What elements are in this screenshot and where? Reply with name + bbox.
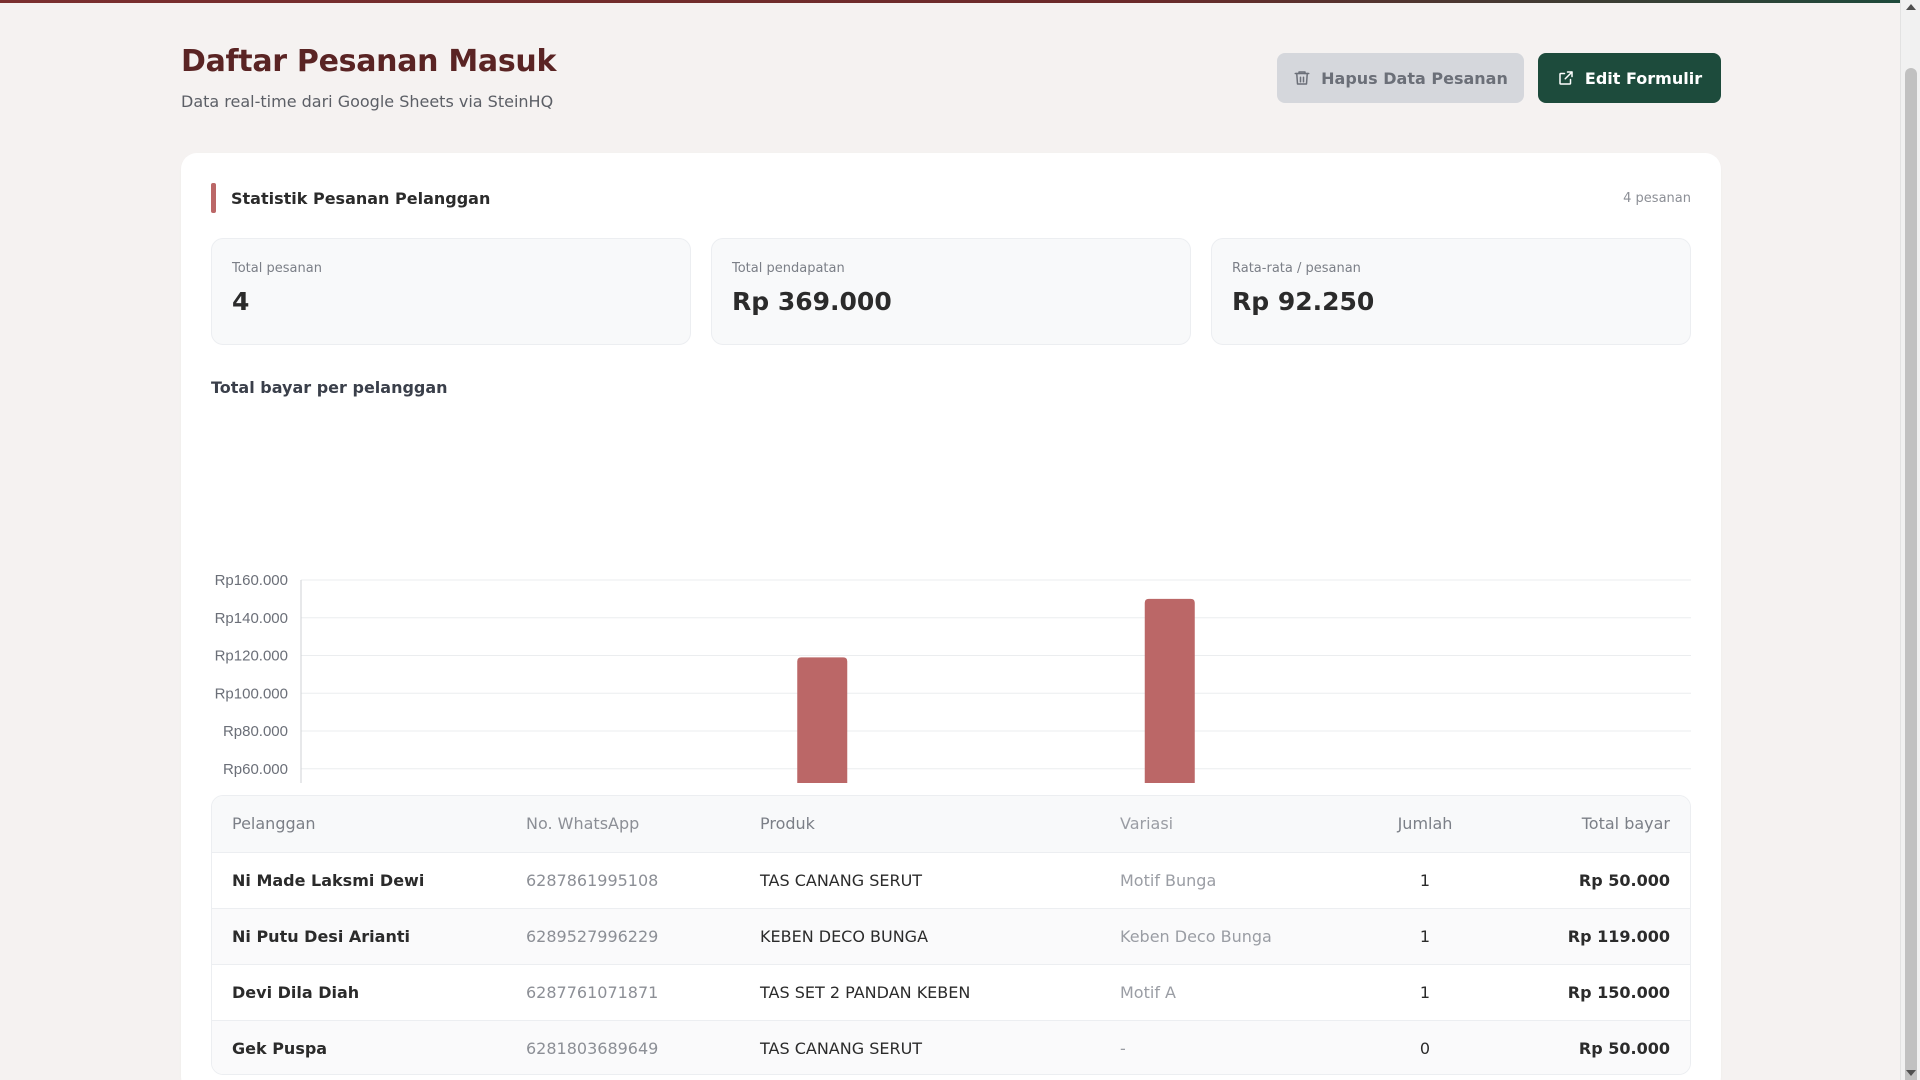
column-header-total[interactable]: Total bayar — [1500, 796, 1690, 853]
stat-total-revenue: Total pendapatan Rp 369.000 — [711, 238, 1191, 345]
cell-variant: Motif Bunga — [1100, 852, 1350, 909]
y-tick-label: Rp100.000 — [215, 685, 288, 702]
cell-quantity: 1 — [1350, 852, 1500, 909]
edit-form-button[interactable]: Edit Formulir — [1538, 53, 1721, 103]
top-accent-strip — [0, 0, 1900, 3]
column-header-customer[interactable]: Pelanggan — [212, 796, 506, 853]
scroll-up-arrow-icon[interactable] — [1906, 4, 1916, 10]
trash-icon — [1293, 69, 1311, 87]
orders-table: Pelanggan No. WhatsApp Produk Variasi Ju… — [211, 795, 1691, 1075]
y-tick-label: Rp80.000 — [223, 723, 288, 740]
order-count: 4 pesanan — [1623, 191, 1691, 206]
section-header: Statistik Pesanan Pelanggan 4 pesanan — [211, 183, 1691, 213]
cell-variant: Motif A — [1100, 964, 1350, 1021]
stat-average-order: Rata-rata / pesanan Rp 92.250 — [1211, 238, 1691, 345]
chart-title: Total bayar per pelanggan — [211, 378, 448, 397]
stat-label: Rata-rata / pesanan — [1232, 261, 1361, 276]
table-header-row: Pelanggan No. WhatsApp Produk Variasi Ju… — [212, 796, 1690, 853]
cell-quantity: 0 — [1419, 1038, 1431, 1058]
delete-orders-button[interactable]: Hapus Data Pesanan — [1277, 53, 1524, 103]
cell-product: TAS CANANG SERUT — [740, 852, 1100, 909]
cell-customer: Devi Dila Diah — [212, 964, 506, 1021]
column-header-whatsapp[interactable]: No. WhatsApp — [506, 796, 740, 853]
cell-product: TAS SET 2 PANDAN KEBEN — [740, 964, 1100, 1021]
external-link-icon — [1557, 69, 1575, 87]
section-title: Statistik Pesanan Pelanggan — [231, 189, 491, 208]
cell-product: TAS CANANG SERUT — [760, 1038, 923, 1058]
cell-product: KEBEN DECO BUNGA — [740, 908, 1100, 965]
cell-total: Rp 119.000 — [1500, 908, 1690, 965]
cell-variant: - — [1120, 1038, 1126, 1058]
stat-value: Rp 369.000 — [732, 287, 892, 316]
cell-total: Rp 50.000 — [1578, 1038, 1670, 1058]
stat-label: Total pesanan — [232, 261, 322, 276]
y-tick-label: Rp140.000 — [215, 610, 288, 627]
stat-value: Rp 92.250 — [1232, 287, 1375, 316]
scrollbar-thumb[interactable] — [1905, 68, 1917, 1080]
cell-customer: Ni Putu Desi Arianti — [212, 908, 506, 965]
page-subtitle: Data real-time dari Google Sheets via St… — [181, 92, 554, 111]
cell-customer: Gek Puspa — [232, 1038, 328, 1058]
cell-customer: Ni Made Laksmi Dewi — [212, 852, 506, 909]
bar-devi-dila[interactable] — [1144, 598, 1195, 783]
page-header: Daftar Pesanan Masuk Data real-time dari… — [181, 0, 1721, 150]
column-header-quantity[interactable]: Jumlah — [1350, 796, 1500, 853]
stat-total-orders: Total pesanan 4 — [211, 238, 691, 345]
cell-quantity: 1 — [1350, 964, 1500, 1021]
y-tick-label: Rp120.000 — [215, 648, 288, 665]
stat-value: 4 — [232, 287, 250, 316]
column-header-product[interactable]: Produk — [740, 796, 1100, 853]
cell-total: Rp 50.000 — [1500, 852, 1690, 909]
cell-whatsapp: 6287761071871 — [506, 964, 740, 1021]
cell-variant: Keben Deco Bunga — [1100, 908, 1350, 965]
stat-label: Total pendapatan — [732, 261, 845, 276]
stats-card: Statistik Pesanan Pelanggan 4 pesanan To… — [181, 153, 1721, 1080]
cell-whatsapp: 6281803689649 — [526, 1038, 659, 1058]
y-tick-label: Rp160.000 — [215, 572, 288, 589]
bar-ni-putu[interactable] — [797, 657, 848, 783]
column-header-variant[interactable]: Variasi — [1100, 796, 1350, 853]
bar-chart: Rp0Rp20.000Rp40.000Rp60.000Rp80.000Rp100… — [215, 572, 1691, 783]
table-row: Ni Putu Desi Arianti 6289527996229 KEBEN… — [212, 908, 1690, 965]
table-row: Gek Puspa 6281803689649 TAS CANANG SERUT… — [212, 1020, 1690, 1074]
delete-orders-label: Hapus Data Pesanan — [1321, 68, 1508, 88]
cell-quantity: 1 — [1350, 908, 1500, 965]
stat-cards: Total pesanan 4 Total pendapatan Rp 369.… — [211, 238, 1691, 345]
cell-total: Rp 150.000 — [1500, 964, 1690, 1021]
vertical-scrollbar[interactable] — [1900, 0, 1920, 1080]
y-tick-label: Rp60.000 — [223, 761, 288, 778]
scroll-down-arrow-icon[interactable] — [1906, 1070, 1916, 1076]
table-row: Devi Dila Diah 6287761071871 TAS SET 2 P… — [212, 964, 1690, 1021]
cell-whatsapp: 6287861995108 — [506, 852, 740, 909]
cell-whatsapp: 6289527996229 — [506, 908, 740, 965]
table-row: Ni Made Laksmi Dewi 6287861995108 TAS CA… — [212, 852, 1690, 909]
page-title: Daftar Pesanan Masuk — [181, 44, 557, 79]
section-accent-bar — [211, 183, 216, 213]
edit-form-label: Edit Formulir — [1584, 68, 1703, 88]
